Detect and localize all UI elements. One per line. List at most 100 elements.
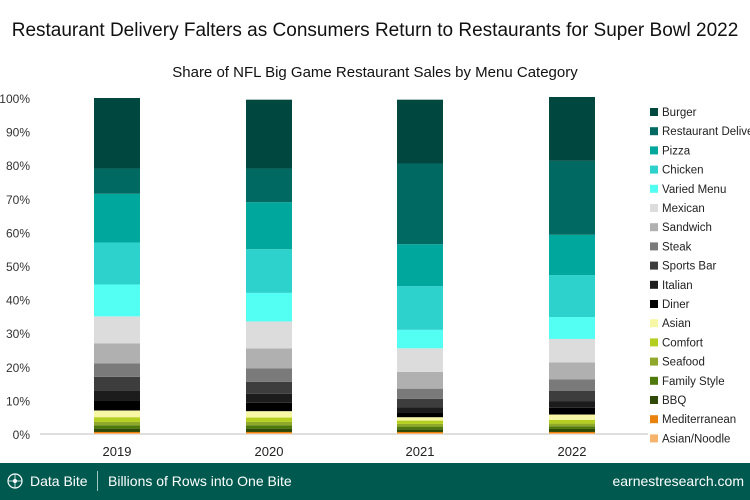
bar-segment (549, 414, 595, 420)
bar-segment (397, 426, 443, 430)
bar-segment (549, 428, 595, 432)
legend-label: Pizza (662, 145, 691, 157)
legend-swatch (650, 300, 658, 308)
legend: Burger Restaurant Delivery Pizza Chicken Var… (650, 107, 750, 445)
legend-label: Mediterranean (662, 414, 736, 426)
bar-segment (397, 244, 443, 287)
chart-subtitle: Share of NFL Big Game Restaurant Sales b… (172, 64, 578, 81)
bar-segment (397, 398, 443, 408)
bar-segment (549, 432, 595, 434)
legend-label: Comfort (662, 337, 704, 349)
legend-label: Seafood (662, 357, 705, 369)
bar-segment (397, 423, 443, 427)
bar-segment (549, 407, 595, 415)
bar-segment (397, 371, 443, 389)
bar-segment (94, 431, 140, 433)
bar-segment (397, 286, 443, 330)
bar-segment (94, 376, 140, 391)
bar-segment (397, 417, 443, 421)
y-tick-label: 10% (6, 394, 30, 408)
x-tick-label: 2021 (406, 444, 435, 459)
y-tick-label: 40% (6, 294, 30, 308)
bar-segment (246, 425, 292, 429)
data-bite-logo-icon (7, 473, 23, 489)
bar-segment (397, 420, 443, 424)
bar-segment (549, 362, 595, 380)
stacked-bar-chart: 0%10%20%30%40%50%60%70%80%90%100% 2019 20… (0, 92, 750, 459)
legend-swatch (650, 204, 658, 212)
bar-segment (94, 343, 140, 364)
legend-swatch (650, 434, 658, 443)
bar-segment (549, 338, 595, 363)
x-tick-label: 2019 (103, 444, 132, 459)
legend-swatch (650, 357, 658, 366)
bar-segment (549, 426, 595, 429)
bar-segment (397, 348, 443, 372)
legend-swatch (650, 127, 658, 136)
legend-label: Restaurant Delivery (662, 126, 750, 138)
bar-segment (397, 163, 443, 245)
bar-segment (549, 419, 595, 424)
y-tick-label: 70% (6, 193, 30, 207)
bar-segment (94, 417, 140, 422)
bar-segment (246, 402, 292, 412)
legend-swatch (650, 165, 658, 174)
bar-segment (397, 407, 443, 413)
legend-label: Burger (662, 107, 697, 119)
bar-segment (246, 292, 292, 322)
legend-label: Italian (662, 280, 693, 292)
legend-label: Varied Menu (662, 184, 726, 196)
bar-segment (246, 411, 292, 418)
bar-segment (246, 202, 292, 250)
legend-swatch (650, 415, 658, 424)
bar-segment (246, 368, 292, 382)
legend-label: Steak (662, 241, 692, 253)
bar-segment (246, 421, 292, 426)
legend-swatch (650, 338, 658, 347)
bar-segment (549, 275, 595, 318)
bar-segment (397, 99, 443, 164)
bar-segment (246, 249, 292, 293)
bar-segment (246, 431, 292, 433)
y-tick-label: 90% (6, 126, 30, 140)
bar-segment (94, 98, 140, 169)
footer-site-link[interactable]: earnestresearch.com (612, 473, 744, 489)
bar-segment (549, 401, 595, 408)
bar-segment (246, 417, 292, 422)
legend-label: Family Style (662, 376, 725, 388)
legend-swatch (650, 184, 658, 193)
bar-segment (246, 348, 292, 369)
legend-label: Sports Bar (662, 261, 716, 273)
bar-segment (94, 363, 140, 377)
bar-segment (549, 423, 595, 427)
y-tick-label: 100% (0, 92, 30, 106)
bar-segment (549, 160, 595, 235)
bar-segment (549, 431, 595, 433)
bar-segment (94, 284, 140, 317)
bar-segment (94, 400, 140, 411)
bar-segment (246, 99, 292, 169)
bar-segment (94, 410, 140, 418)
y-tick-label: 30% (6, 327, 30, 341)
bar-segment (246, 321, 292, 349)
bar-segment (94, 242, 140, 285)
legend-label: Sandwich (662, 222, 712, 234)
bar-segment (94, 421, 140, 426)
bar-segment (246, 381, 292, 394)
bar-segment (549, 234, 595, 276)
footer-tagline: Billions of Rows into One Bite (108, 473, 292, 489)
bar-segment (94, 168, 140, 194)
legend-swatch (650, 146, 658, 155)
legend-swatch (650, 376, 658, 385)
bar-segment (397, 329, 443, 349)
bar-segment (397, 431, 443, 433)
legend-label: BBQ (662, 395, 686, 407)
y-tick-label: 80% (6, 159, 30, 173)
legend-swatch (650, 261, 658, 270)
bar-segment (397, 429, 443, 432)
bar-segment (94, 425, 140, 429)
legend-swatch (650, 108, 658, 116)
y-axis: 0% 10% 20% 30% 40% 50% 60% 70% 80% 90% 100% (0, 92, 648, 442)
bar-segment (94, 428, 140, 432)
bar-segment (549, 379, 595, 391)
